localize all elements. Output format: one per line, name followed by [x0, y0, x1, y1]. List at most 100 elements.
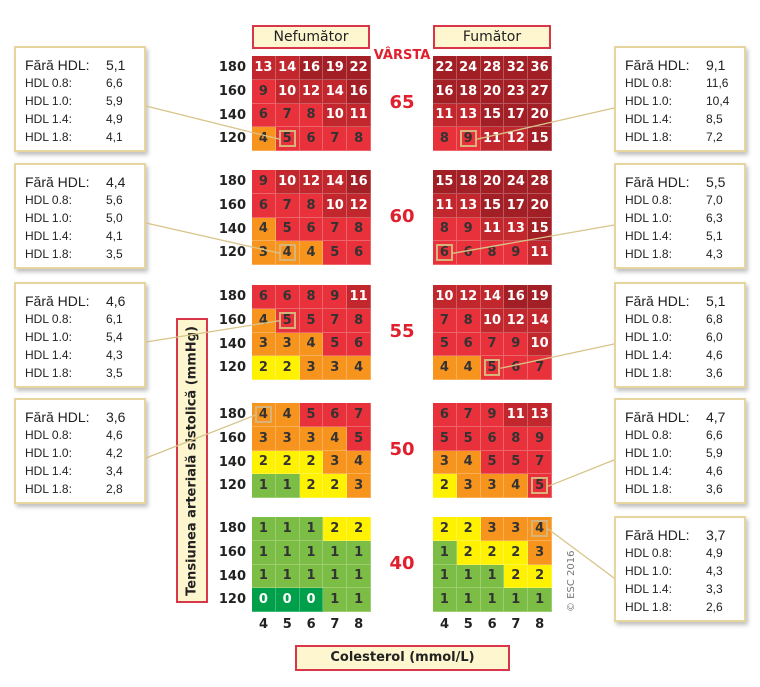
hdl-label: HDL 1.0: — [25, 211, 72, 225]
risk-cell: 32 — [504, 56, 529, 80]
hdl-label: Fără HDL: — [625, 409, 690, 425]
risk-cell: 6 — [252, 193, 276, 218]
sbp-label: 140 — [218, 454, 246, 470]
hdl-row: HDL 1.4: 4,6 — [625, 346, 736, 364]
hdl-row: HDL 1.4: 8,5 — [625, 110, 736, 128]
hdl-risk-box: Fără HDL: 4,7 HDL 0.8: 6,6 HDL 1.0: 5,9 HDL 1.… — [614, 398, 746, 504]
risk-cell: 2 — [456, 540, 481, 565]
risk-cell: 6 — [347, 241, 371, 265]
risk-cell: 3 — [480, 474, 505, 498]
risk-cell: 20 — [528, 103, 552, 128]
risk-cell: 13 — [456, 193, 481, 218]
sbp-label: 180 — [218, 521, 246, 536]
risk-cell: 9 — [528, 426, 552, 451]
risk-cell: 16 — [347, 170, 371, 194]
risk-cell: 2 — [299, 450, 324, 475]
age-label-40: 40 — [389, 553, 415, 574]
risk-cell: 7 — [275, 103, 300, 128]
risk-cell: 14 — [323, 170, 348, 194]
hdl-row: HDL 0.8: 4,6 — [25, 426, 136, 444]
risk-cell: 22 — [347, 56, 371, 80]
risk-cell: 8 — [433, 217, 457, 242]
risk-cell: 1 — [347, 564, 371, 589]
risk-cell: 3 — [252, 426, 276, 451]
risk-cell: 3 — [347, 474, 371, 498]
hdl-label: HDL 0.8: — [625, 76, 672, 90]
risk-cell: 15 — [480, 103, 505, 128]
sbp-label: 160 — [218, 430, 246, 446]
sbp-label: 140 — [218, 221, 246, 237]
risk-cell: 4 — [456, 356, 481, 380]
risk-cell: 8 — [299, 193, 324, 218]
risk-cell: 1 — [433, 540, 457, 565]
risk-cell: 15 — [528, 127, 552, 151]
risk-cell: 23 — [504, 79, 529, 104]
risk-cell: 5 — [275, 308, 300, 333]
risk-cell: 16 — [299, 56, 324, 80]
risk-cell: 14 — [480, 285, 505, 309]
hdl-label: HDL 1.8: — [625, 247, 672, 261]
hdl-row: HDL 1.0: 5,9 — [625, 444, 736, 462]
sbp-label: 140 — [218, 107, 246, 123]
risk-cell: 14 — [323, 79, 348, 104]
risk-cell: 9 — [252, 170, 276, 194]
risk-value: 4,6 — [106, 428, 123, 442]
hdl-row: HDL 1.4: 4,9 — [25, 110, 136, 128]
risk-cell: 8 — [347, 308, 371, 333]
risk-value: 4,3 — [106, 348, 123, 362]
risk-value: 3,6 — [706, 366, 723, 380]
hdl-label: HDL 1.0: — [25, 446, 72, 460]
risk-cell: 9 — [456, 217, 481, 242]
hdl-row: HDL 1.4: 3,3 — [625, 580, 736, 598]
hdl-row: HDL 1.0: 4,3 — [625, 562, 736, 580]
risk-value: 5,9 — [706, 446, 723, 460]
risk-cell: 5 — [299, 308, 324, 333]
risk-value: 5,0 — [106, 211, 123, 225]
risk-value: 3,7 — [706, 527, 726, 543]
hdl-label: HDL 0.8: — [25, 428, 72, 442]
risk-cell: 1 — [456, 588, 481, 612]
risk-cell: 8 — [480, 241, 505, 265]
hdl-label: HDL 1.4: — [625, 229, 672, 243]
hdl-row: HDL 1.4: 3,4 — [25, 462, 136, 480]
risk-cell: 11 — [528, 241, 552, 265]
risk-cell: 6 — [299, 127, 324, 151]
risk-cell: 28 — [480, 56, 505, 80]
risk-value: 11,6 — [706, 76, 729, 90]
risk-cell: 9 — [323, 285, 348, 309]
hdl-label: HDL 0.8: — [25, 312, 72, 326]
risk-cell: 7 — [347, 403, 371, 427]
hdl-row: HDL 1.8: 3,6 — [625, 364, 736, 382]
risk-cell: 3 — [456, 474, 481, 498]
hdl-label: HDL 1.8: — [25, 130, 72, 144]
hdl-label: HDL 1.4: — [25, 229, 72, 243]
risk-cell: 7 — [433, 308, 457, 333]
hdl-label: HDL 1.8: — [625, 130, 672, 144]
hdl-label: HDL 1.4: — [25, 348, 72, 362]
risk-cell: 2 — [433, 517, 457, 541]
risk-cell: 8 — [433, 127, 457, 151]
hdl-row: HDL 1.0: 5,0 — [25, 209, 136, 227]
connector-line — [547, 528, 615, 579]
risk-cell: 5 — [323, 241, 348, 265]
hdl-row: HDL 0.8: 6,8 — [625, 310, 736, 328]
risk-cell: 2 — [252, 450, 276, 475]
risk-cell: 12 — [299, 170, 324, 194]
risk-value: 6,6 — [706, 428, 723, 442]
risk-cell: 5 — [504, 450, 529, 475]
risk-cell: 22 — [433, 56, 457, 80]
smoker-grid-age-65: 22 24 28 32 36 16 18 20 23 27 11 13 15 17 20 8 9 11 12 15 — [433, 56, 552, 151]
risk-cell: 10 — [528, 332, 552, 357]
hdl-label: HDL 1.0: — [25, 330, 72, 344]
hdl-label: Fără HDL: — [625, 527, 690, 543]
risk-cell: 1 — [252, 564, 276, 589]
smoker-grid-age-60: 15 18 20 24 28 11 13 15 17 20 8 9 11 13 15 6 6 8 9 11 — [433, 170, 552, 265]
risk-cell: 4 — [504, 474, 529, 498]
risk-cell: 3 — [528, 540, 552, 565]
risk-cell: 7 — [323, 127, 348, 151]
hdl-label: HDL 1.4: — [25, 464, 72, 478]
risk-cell: 7 — [528, 450, 552, 475]
risk-cell: 7 — [323, 308, 348, 333]
risk-cell: 4 — [252, 127, 276, 151]
risk-cell: 1 — [528, 588, 552, 612]
